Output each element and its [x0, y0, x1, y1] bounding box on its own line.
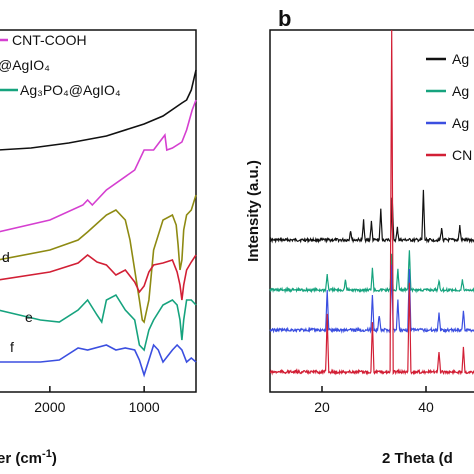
xrd-legend-label-1: Ag	[452, 83, 469, 99]
xrd-legend-label-3: CN	[452, 147, 472, 163]
ftir-tick-label-1: 1000	[129, 399, 160, 415]
ftir-series-0	[0, 69, 197, 151]
xrd-series-2	[269, 264, 474, 334]
ftir-annotations: d ef	[2, 249, 33, 355]
panel-label-b: b	[278, 6, 291, 31]
ftir-curve-label-0: d	[2, 249, 10, 265]
ftir-legend-label-0: CNT-COOH	[12, 32, 87, 48]
xrd-legend: Ag Ag Ag CN	[426, 51, 472, 163]
ftir-curve-label-1: e	[25, 309, 33, 325]
ftir-series-4	[0, 293, 197, 352]
ftir-series-2	[0, 194, 197, 324]
ftir-x-ticks: 2000 1000	[34, 386, 160, 415]
xrd-tick-label-1: 40	[418, 399, 434, 415]
ftir-panel: CNT-COOH @AgIO₄ Ag₃PO₄@AgIO₄ 2000 1000 er (…	[0, 29, 197, 467]
xrd-legend-label-0: Ag	[452, 51, 469, 67]
xrd-tick-label-0: 20	[314, 399, 330, 415]
xrd-series-3	[269, 29, 474, 376]
xrd-plot-frame	[269, 29, 474, 393]
ftir-legend-label-2: Ag₃PO₄@AgIO₄	[20, 82, 121, 98]
xrd-series-group	[269, 29, 474, 376]
xrd-y-axis-label: Intensity (a.u.)	[245, 160, 262, 262]
ftir-curve-label-2: f	[10, 339, 14, 355]
ftir-legend: CNT-COOH @AgIO₄ Ag₃PO₄@AgIO₄	[0, 32, 121, 98]
ftir-series-group	[0, 69, 197, 378]
ftir-series-3	[0, 253, 197, 301]
xrd-x-axis-label: 2 Theta (d	[382, 450, 453, 467]
ftir-series-5	[0, 343, 197, 378]
ftir-tick-label-0: 2000	[34, 399, 65, 415]
ftir-x-axis-label: er (cm-1)	[0, 448, 57, 467]
xrd-series-1	[269, 250, 474, 294]
ftir-legend-label-1: @AgIO₄	[0, 57, 50, 73]
ftir-plot-frame	[0, 29, 197, 393]
xrd-x-ticks: 20 40	[314, 386, 434, 415]
ftir-series-1	[0, 99, 197, 233]
xrd-series-0	[269, 189, 474, 244]
xrd-legend-label-2: Ag	[452, 115, 469, 131]
